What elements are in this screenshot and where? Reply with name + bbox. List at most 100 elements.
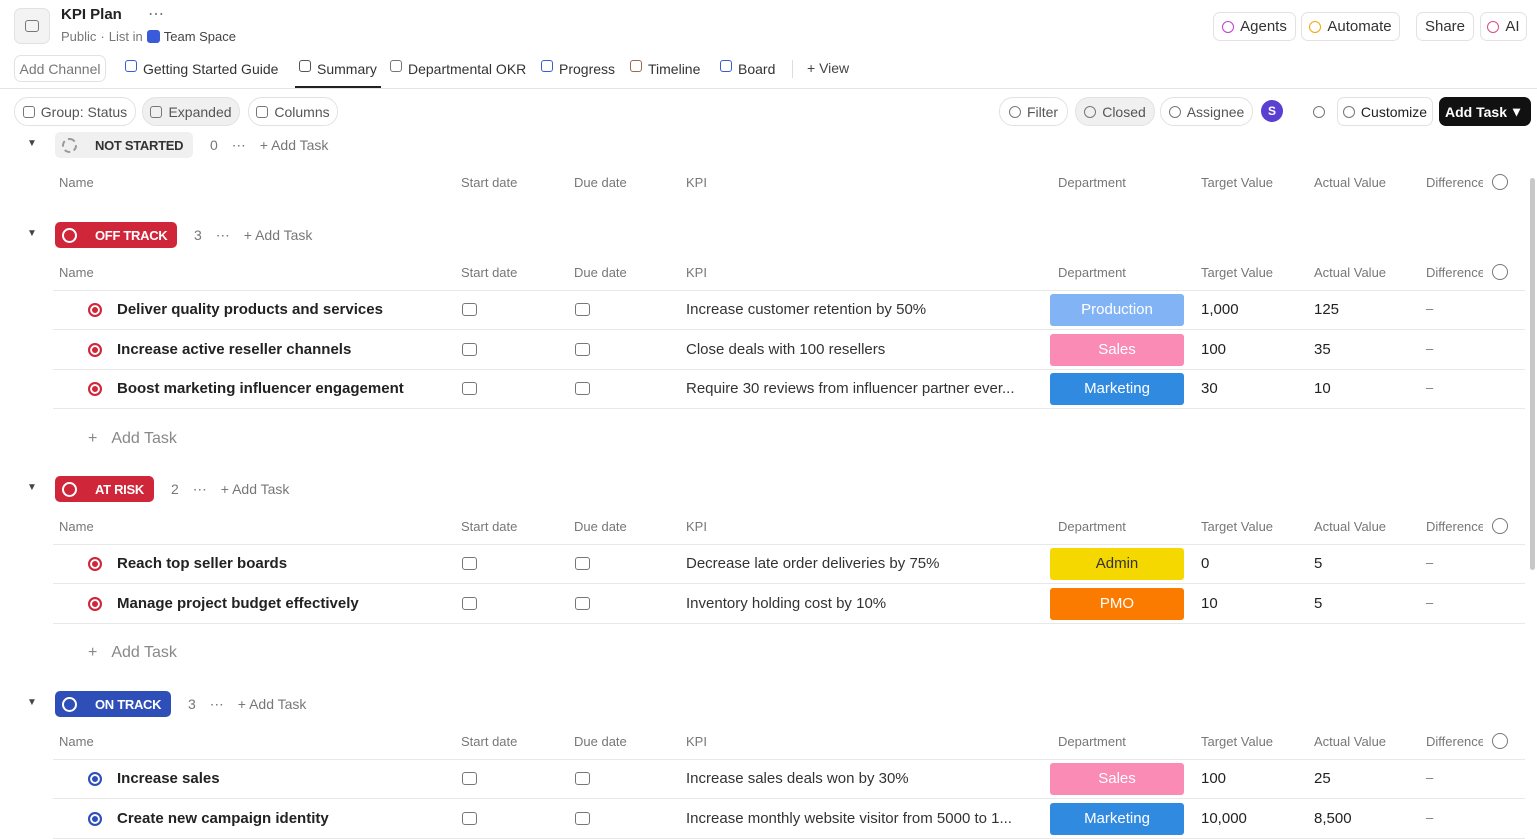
add-channel[interactable]: Add Channel (14, 55, 106, 82)
date-icon[interactable] (575, 811, 590, 825)
header-button[interactable]: Agents (1213, 12, 1296, 41)
collapse-caret[interactable]: ▼ (27, 482, 37, 493)
task-name[interactable]: Manage project budget effectively (117, 594, 359, 612)
task-name[interactable]: Reach top seller boards (117, 555, 288, 572)
column-header[interactable]: KPI (686, 265, 707, 280)
column-header[interactable]: KPI (686, 519, 707, 534)
toolbar-pill[interactable]: Columns (248, 97, 338, 126)
column-header[interactable]: Difference (1426, 519, 1483, 534)
column-header[interactable]: Name (59, 175, 94, 190)
column-header[interactable]: Actual Value (1314, 519, 1387, 534)
task-status[interactable] (88, 382, 102, 396)
pill-label[interactable]: Assignee (1186, 103, 1245, 120)
status-pill[interactable]: NOT STARTED (55, 132, 194, 158)
view-tab[interactable]: Progress (541, 58, 615, 88)
column-header[interactable]: Start date (461, 734, 518, 749)
column-header[interactable]: Difference (1426, 175, 1483, 190)
column-header[interactable]: Target Value (1201, 519, 1274, 534)
toolbar-pill[interactable]: Closed (1075, 97, 1155, 126)
add-task-label[interactable]: Add Task (232, 481, 290, 497)
add-column[interactable] (1492, 518, 1508, 534)
add-task-row[interactable]: + Add Task (88, 429, 177, 447)
add-column[interactable] (1492, 264, 1508, 280)
task-name[interactable]: Increase active reseller channels (117, 340, 352, 358)
avatar[interactable]: S (1261, 100, 1283, 122)
group-add-task[interactable]: + Add Task (220, 481, 290, 497)
task-name[interactable]: Deliver quality products and services (117, 301, 383, 318)
group-add-task[interactable]: + Add Task (243, 227, 313, 243)
column-header[interactable]: Department (1058, 519, 1126, 534)
date-icon[interactable] (462, 342, 477, 356)
tab-label[interactable]: Summary (317, 61, 377, 77)
date-icon[interactable] (462, 772, 477, 785)
column-header[interactable]: Due date (574, 519, 627, 534)
date-icon[interactable] (462, 557, 477, 570)
column-header[interactable]: KPI (686, 175, 707, 190)
column-header[interactable]: Name (59, 734, 94, 749)
department-badge[interactable]: Admin (1050, 548, 1184, 580)
collapse-caret[interactable]: ▼ (27, 228, 37, 239)
task-status[interactable] (88, 596, 102, 611)
add-view-label[interactable]: View (819, 60, 850, 76)
search[interactable] (1306, 97, 1332, 126)
add-task-label[interactable]: Add Task (1445, 103, 1507, 120)
department-badge[interactable]: Production (1050, 294, 1184, 326)
add-task-label[interactable]: Add Task (271, 137, 329, 153)
status-pill[interactable]: AT RISK (55, 476, 154, 502)
view-tab[interactable]: Timeline (630, 58, 700, 88)
add-task-label[interactable]: Add Task (249, 696, 307, 712)
date-icon[interactable] (462, 596, 477, 610)
button-label[interactable]: Share (1424, 18, 1466, 35)
column-header[interactable]: Difference (1426, 734, 1483, 749)
add-column[interactable] (1492, 733, 1508, 749)
add-task-label[interactable]: Add Task (111, 429, 177, 447)
view-tab[interactable]: Departmental OKR (390, 58, 526, 88)
column-header[interactable]: Department (1058, 175, 1126, 190)
toolbar-pill[interactable]: Group: Status (14, 97, 136, 126)
task-status[interactable] (88, 557, 102, 571)
date-icon[interactable] (575, 303, 590, 316)
task-name[interactable]: Create new campaign identity (117, 809, 329, 827)
column-header[interactable]: Target Value (1201, 265, 1274, 280)
column-header[interactable]: Start date (461, 265, 518, 280)
column-header[interactable]: Due date (574, 175, 627, 190)
column-header[interactable]: Department (1058, 734, 1126, 749)
task-name[interactable]: Increase sales (117, 770, 220, 787)
toolbar-pill[interactable]: Assignee (1160, 97, 1253, 126)
department-badge[interactable]: Marketing (1050, 373, 1184, 405)
column-header[interactable]: Start date (461, 175, 518, 190)
department-badge[interactable]: Marketing (1050, 802, 1184, 835)
tab-label[interactable]: Progress (559, 61, 616, 77)
header-button[interactable]: Automate (1301, 12, 1400, 41)
add-task-row[interactable]: + Add Task (88, 644, 177, 661)
date-icon[interactable] (575, 596, 590, 610)
column-header[interactable]: Actual Value (1314, 734, 1387, 749)
column-header[interactable]: Difference (1426, 265, 1483, 280)
tab-label[interactable]: Departmental OKR (408, 61, 527, 77)
pill-label[interactable]: Expanded (168, 103, 232, 120)
date-icon[interactable] (462, 382, 477, 395)
add-task-label[interactable]: Add Task (255, 227, 313, 243)
column-header[interactable]: Actual Value (1314, 175, 1387, 190)
tab-label[interactable]: Timeline (648, 61, 701, 77)
date-icon[interactable] (575, 342, 590, 356)
column-header[interactable]: Target Value (1201, 175, 1274, 190)
task-status[interactable] (88, 772, 102, 786)
column-header[interactable]: Due date (574, 734, 627, 749)
customize-label[interactable]: Customize (1360, 103, 1428, 120)
date-icon[interactable] (575, 382, 590, 395)
task-name[interactable]: Boost marketing influencer engagement (117, 380, 404, 397)
button-label[interactable]: Automate (1327, 18, 1392, 35)
pill-label[interactable]: Closed (1102, 103, 1146, 120)
group-add-task[interactable]: + Add Task (259, 137, 329, 153)
add-column[interactable] (1492, 174, 1508, 190)
tab-label[interactable]: Board (738, 61, 776, 77)
customize[interactable]: Customize (1337, 97, 1433, 126)
column-header[interactable]: Department (1058, 265, 1126, 280)
column-header[interactable]: KPI (686, 734, 707, 749)
pill-label[interactable]: Filter (1026, 103, 1059, 120)
column-header[interactable]: Name (59, 265, 94, 280)
date-icon[interactable] (575, 557, 590, 570)
column-header[interactable]: Name (59, 519, 94, 534)
task-status[interactable] (88, 303, 102, 317)
